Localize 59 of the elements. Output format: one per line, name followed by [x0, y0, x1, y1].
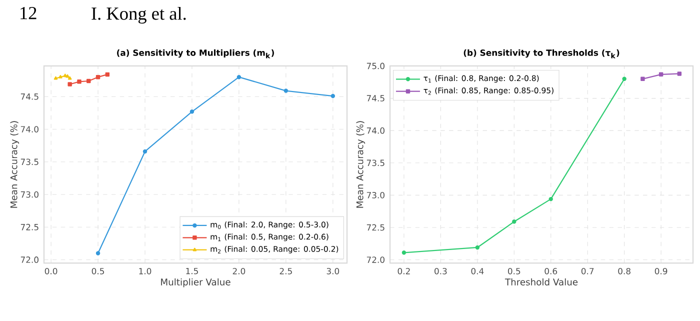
x-tick-label: 0.5: [92, 268, 104, 274]
y-tick-label: 73.0: [366, 192, 384, 198]
point: [548, 196, 553, 202]
x-tick-label: 0.6: [544, 268, 558, 274]
y-tick-label: 72.0: [20, 256, 38, 263]
point: [96, 74, 100, 80]
point: [677, 72, 682, 76]
chart-title: (b) Sensitivity to Thresholds (τ$_{k}$): [464, 49, 620, 58]
y-tick-label: 74.5: [20, 94, 38, 100]
y-tick-label: 72.0: [366, 256, 384, 263]
point: [86, 78, 91, 84]
text: I. Kong et al.: [92, 6, 186, 24]
point: [66, 74, 70, 78]
chart-title: (a) Sensitivity to Multipliers (m$_{k}$): [117, 49, 274, 58]
y-tick-label: 73.0: [20, 191, 38, 198]
point: [77, 80, 82, 84]
x-tick-label: 0.7: [581, 268, 594, 274]
point: [475, 245, 480, 250]
y-tick-label: 74.0: [366, 127, 384, 134]
y-axis-title: Mean Accuracy (%): [356, 121, 366, 208]
point: [105, 72, 110, 77]
y-tick-label: 72.5: [366, 224, 384, 231]
x-tick-label: 3.0: [326, 268, 340, 274]
x-tick-label: 0.4: [471, 268, 484, 274]
x-tick-label: 2.0: [232, 268, 246, 274]
point: [640, 76, 645, 82]
y-tick-label: 73.5: [366, 160, 384, 166]
y-tick-label: 73.5: [20, 158, 38, 166]
x-axis-title: Multiplier Value: [161, 278, 230, 288]
point: [54, 76, 58, 80]
x-tick-label: 0.3: [434, 268, 447, 274]
x-tick-label: 0.2: [398, 268, 410, 274]
x-axis-title: Threshold Value: [504, 278, 578, 286]
y-axis-title: Mean Accuracy (%): [10, 121, 20, 208]
y-tick-label: 74.0: [20, 126, 38, 132]
x-tick-label: 0.0: [44, 268, 58, 274]
x-tick-label: 0.9: [654, 268, 668, 274]
y-tick-label: 74.5: [366, 95, 384, 102]
point: [190, 110, 194, 114]
x-tick-label: 0.5: [508, 268, 520, 274]
x-tick-label: 2.5: [280, 268, 292, 274]
x-tick-label: 1.5: [186, 268, 198, 274]
point: [96, 251, 100, 256]
x-tick-label: 0.8: [618, 268, 630, 274]
point: [622, 76, 626, 82]
point: [512, 220, 516, 224]
y-tick-label: 75.0: [366, 62, 384, 70]
text: 12: [20, 6, 36, 20]
point: [330, 94, 336, 98]
point: [68, 76, 72, 80]
x-tick-label: 1.0: [139, 268, 152, 274]
point: [236, 74, 242, 80]
point: [142, 149, 148, 154]
y-tick-label: 72.5: [20, 224, 38, 230]
point: [284, 88, 288, 93]
point: [658, 72, 664, 77]
point: [68, 82, 72, 86]
point: [402, 250, 406, 255]
point: [58, 74, 62, 78]
